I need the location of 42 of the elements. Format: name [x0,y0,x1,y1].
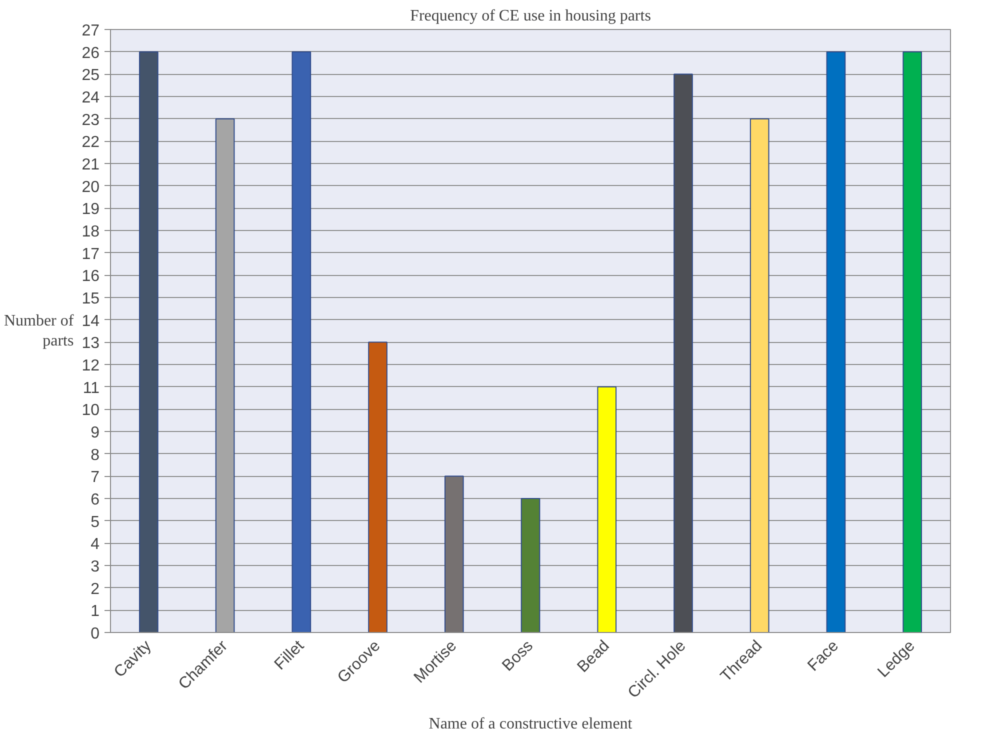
y-tick-label: 14 [82,312,100,330]
y-tick-label: 26 [82,44,100,62]
y-tick-label: 16 [82,268,100,286]
chart-title: Frequency of CE use in housing parts [410,8,651,24]
y-tick-label: 21 [82,156,100,174]
y-tick-label: 2 [90,580,100,598]
y-tick-label: 8 [90,446,100,464]
y-axis-title: Number of parts [4,312,74,350]
bar [674,74,693,632]
y-tick-label: 24 [82,90,100,106]
y-tick-label: 10 [82,402,100,420]
bar [597,386,617,632]
y-tick-label: 0 [90,626,100,642]
y-tick-label: 25 [82,67,100,84]
y-tick-label: 1 [90,603,100,620]
bar [292,51,312,632]
bar [902,51,922,632]
y-tick-label: 11 [82,380,100,397]
bar [444,476,464,632]
y-tick-label: 22 [82,134,100,152]
bar [368,342,388,632]
bar [215,118,235,632]
bar [750,118,770,632]
y-tick-label: 4 [90,536,100,554]
x-axis-title: Name of a constructive element [428,716,633,733]
bar [826,51,846,632]
y-tick-label: 19 [82,201,100,218]
bar [520,498,540,632]
y-tick-label: 3 [90,558,100,576]
y-tick-label: 13 [82,335,100,352]
y-tick-label: 15 [82,290,100,308]
bar [139,51,158,632]
y-tick-label: 27 [82,22,100,40]
y-tick-label: 23 [82,112,100,129]
y-tick-label: 20 [82,178,100,196]
y-tick-label: 5 [90,514,100,531]
y-tick-label: 9 [90,424,100,442]
y-tick-label: 18 [82,224,100,240]
y-tick-label: 17 [82,246,100,263]
y-tick-label: 6 [90,492,100,508]
y-tick-label: 7 [90,469,100,486]
y-tick-label: 12 [82,358,100,374]
